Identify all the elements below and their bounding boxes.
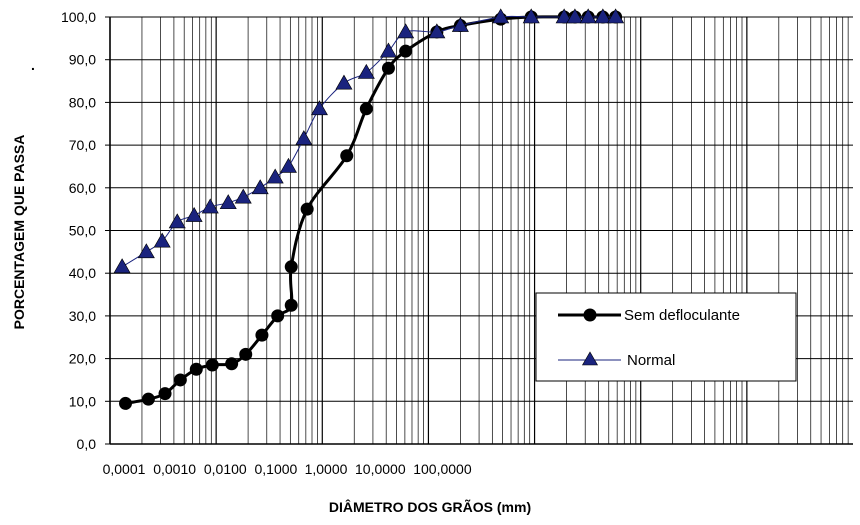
y-tick-label: 20,0	[69, 351, 96, 367]
x-tick-label: 1,0000	[305, 461, 348, 477]
data-point-normal	[379, 42, 397, 58]
y-axis-title: PORCENTAGEM QUE PASSA	[11, 135, 27, 330]
data-point-normal	[266, 168, 284, 184]
data-point-normal	[607, 8, 625, 24]
y-tick-label: 10,0	[69, 393, 96, 409]
grid	[109, 16, 853, 444]
data-point-sem-defloculante	[399, 44, 413, 58]
y-tick-label: 40,0	[69, 265, 96, 281]
data-point-normal	[185, 206, 203, 222]
x-tick-label: 10,0000	[355, 461, 406, 477]
data-point-normal	[357, 63, 375, 79]
axes: 0,0 10,0 20,0 30,0 40,0 50,0 60,0 70,0 80,0 90,0 1…	[61, 9, 853, 477]
data-point-sem-defloculante	[340, 149, 354, 163]
data-point-normal	[234, 188, 252, 204]
data-point-normal	[295, 130, 313, 145]
y-tick-label: 60,0	[69, 180, 96, 196]
data-point-sem-defloculante	[284, 298, 298, 312]
data-point-sem-defloculante	[239, 347, 253, 361]
data-point-normal	[566, 8, 584, 24]
legend-marker-sem	[583, 308, 597, 322]
data-point-sem-defloculante	[381, 61, 395, 75]
data-point-sem-defloculante	[284, 260, 298, 274]
data-point-sem-defloculante	[158, 387, 172, 401]
y-tick-label: 50,0	[69, 223, 96, 239]
legend-marker-normal	[581, 351, 599, 366]
x-axis-title: DIÂMETRO DOS GRÃOS (mm)	[329, 498, 531, 515]
stray-mark: .	[31, 57, 35, 73]
legend-label-normal: Normal	[627, 352, 675, 369]
data-point-normal	[168, 213, 186, 229]
y-tick-label: 100,0	[61, 9, 96, 25]
data-point-sem-defloculante	[205, 358, 219, 372]
data-point-normal	[492, 8, 510, 24]
data-point-normal	[555, 8, 573, 24]
x-tick-label: 100,0000	[413, 461, 472, 477]
data-point-normal	[201, 198, 219, 214]
data-point-sem-defloculante	[255, 328, 269, 342]
data-point-normal	[335, 74, 353, 90]
x-tick-label: 0,0001	[103, 461, 146, 477]
data-point-normal	[113, 258, 131, 274]
y-tick-label: 90,0	[69, 52, 96, 68]
data-point-sem-defloculante	[119, 396, 133, 410]
data-point-normal	[137, 243, 155, 259]
y-tick-label: 70,0	[69, 137, 96, 153]
data-point-normal	[219, 194, 237, 210]
x-tick-label: 0,1000	[255, 461, 298, 477]
data-point-normal	[594, 8, 612, 24]
data-point-normal	[522, 8, 540, 24]
legend-box	[535, 292, 797, 382]
data-point-sem-defloculante	[173, 373, 187, 387]
data-point-sem-defloculante	[189, 362, 203, 376]
data-point-normal	[397, 23, 415, 39]
data-point-sem-defloculante	[141, 392, 155, 406]
data-point-normal	[279, 157, 297, 173]
x-tick-label: 0,0010	[153, 461, 196, 477]
legend-label-sem: Sem defloculante	[624, 307, 740, 324]
data-point-normal	[451, 16, 469, 32]
data-point-normal	[310, 100, 328, 116]
data-point-normal	[579, 8, 597, 24]
series	[113, 8, 625, 410]
data-point-sem-defloculante	[359, 102, 373, 116]
data-point-sem-defloculante	[300, 202, 314, 216]
y-tick-label: 30,0	[69, 308, 96, 324]
y-tick-label: 0,0	[77, 436, 97, 452]
x-tick-label: 0,0100	[204, 461, 247, 477]
y-tick-label: 80,0	[69, 94, 96, 110]
data-point-sem-defloculante	[225, 357, 239, 371]
data-point-normal	[153, 232, 171, 248]
legend: Sem defloculante Normal	[535, 292, 797, 382]
data-point-sem-defloculante	[271, 309, 285, 323]
data-point-normal	[428, 23, 446, 39]
data-point-normal	[251, 179, 269, 195]
